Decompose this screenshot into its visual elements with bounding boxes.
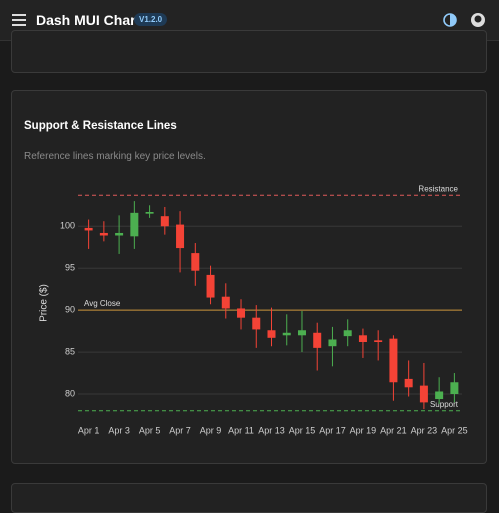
page: {"header": {"title": "Dash MUI Charts", …	[0, 10, 499, 513]
previous-card	[11, 30, 487, 73]
github-link[interactable]	[468, 10, 488, 30]
card-subtitle: Reference lines marking key price levels…	[24, 151, 206, 162]
app-title: Dash MUI Charts	[36, 12, 149, 28]
chart-card: Support & Resistance Lines Reference lin…	[11, 90, 487, 464]
theme-toggle[interactable]	[440, 10, 460, 30]
menu-button[interactable]	[10, 10, 30, 30]
next-card	[11, 483, 487, 513]
version-badge: V1.2.0	[134, 13, 168, 26]
card-title: Support & Resistance Lines	[24, 120, 177, 132]
